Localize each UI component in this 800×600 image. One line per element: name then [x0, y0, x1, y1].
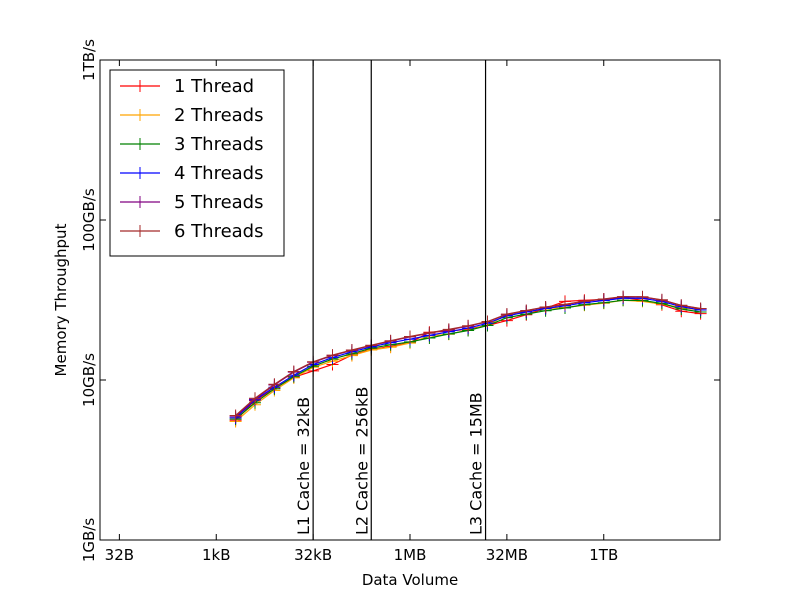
- y-tick-label: 1TB/s: [80, 39, 98, 81]
- data-point: [559, 298, 571, 311]
- x-tick-label: 1TB: [589, 546, 618, 564]
- y-tick-label: 10GB/s: [80, 353, 98, 407]
- data-point: [636, 290, 649, 303]
- data-point: [675, 299, 688, 312]
- cache-label-2: L2 Cache = 256kB: [352, 387, 371, 535]
- y-tick-label: 100GB/s: [80, 188, 98, 252]
- data-point: [500, 308, 513, 321]
- legend-swatch-marker: [134, 167, 146, 179]
- data-point: [539, 301, 552, 313]
- cache-label-3: L3 Cache = 15MB: [467, 392, 486, 535]
- x-tick-label: 32B: [105, 546, 134, 564]
- legend-label: 4 Threads: [174, 163, 264, 184]
- data-point: [481, 315, 494, 328]
- data-point: [345, 344, 358, 356]
- legend-item-3: 3 Threads: [120, 134, 264, 155]
- legend-item-2: 2 Threads: [120, 105, 264, 126]
- data-point: [404, 330, 416, 343]
- data-point: [229, 409, 242, 422]
- y-axis-label: Memory Throughput: [52, 223, 70, 376]
- x-axis-label: Data Volume: [362, 571, 458, 589]
- axes: L1 Cache = 32kB L2 Cache = 256kB L3 Cache …: [80, 39, 721, 564]
- legend-swatch-marker: [134, 196, 146, 208]
- data-point: [597, 293, 610, 305]
- legend-item-6: 6 Threads: [120, 221, 264, 242]
- data-point: [655, 293, 668, 306]
- legend-label: 5 Threads: [174, 192, 264, 213]
- legend-swatch-marker: [134, 138, 146, 150]
- legend-label: 3 Threads: [174, 134, 264, 155]
- data-point: [442, 323, 455, 336]
- x-tick-label: 1MB: [394, 546, 427, 564]
- legend-swatch-marker: [134, 225, 146, 237]
- data-point: [462, 319, 475, 332]
- legend-swatch-marker: [134, 80, 146, 92]
- legend-box: [109, 69, 285, 257]
- x-tick-label: 32kB: [294, 546, 332, 564]
- legend-swatch-marker: [134, 109, 146, 121]
- data-point: [287, 365, 300, 378]
- plot-area: [229, 290, 707, 428]
- data-point: [268, 378, 281, 391]
- x-tick-label: 1kB: [202, 546, 231, 564]
- data-point: [578, 295, 591, 308]
- legend-item-4: 4 Threads: [120, 163, 264, 184]
- data-point: [326, 349, 339, 362]
- data-point: [694, 302, 707, 315]
- x-tick-label: 32MB: [486, 546, 528, 564]
- legend: 1 Thread 2 Threads 3 Threads 4 Threads 5 Thr…: [109, 69, 285, 257]
- data-point: [249, 392, 261, 405]
- legend-item-1: 1 Thread: [120, 76, 254, 97]
- data-point: [520, 304, 533, 317]
- legend-label: 6 Threads: [174, 221, 264, 242]
- y-tick-label: 1GB/s: [80, 518, 98, 563]
- cache-label-1: L1 Cache = 32kB: [294, 397, 313, 535]
- data-point: [384, 334, 397, 347]
- legend-label: 1 Thread: [174, 76, 254, 97]
- data-point: [617, 290, 630, 303]
- legend-item-5: 5 Threads: [120, 192, 264, 213]
- data-point: [423, 326, 436, 339]
- legend-label: 2 Threads: [174, 105, 264, 126]
